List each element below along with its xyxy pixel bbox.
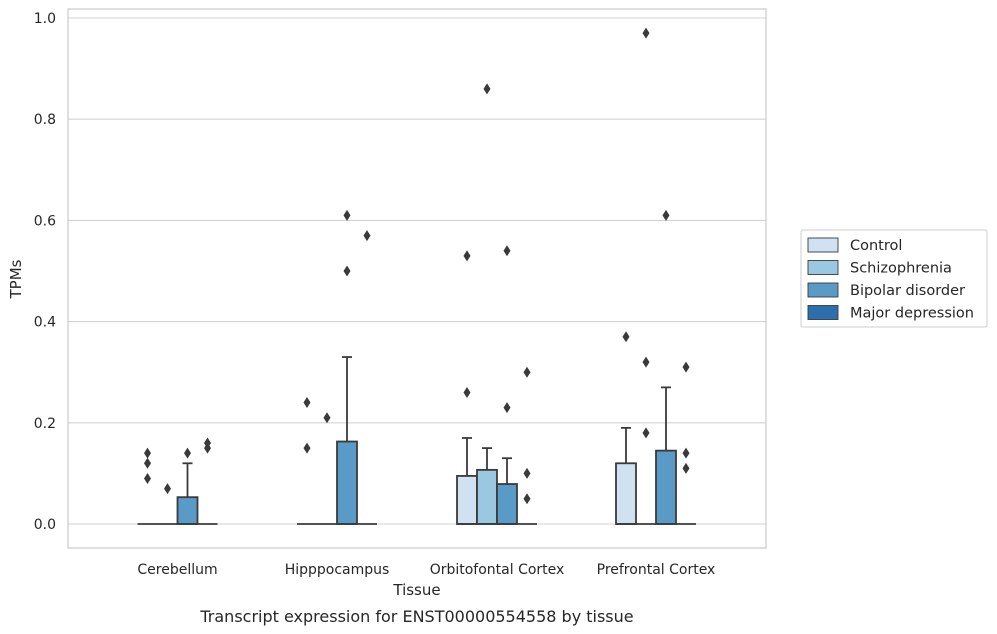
outlier-point [463,386,471,398]
legend-swatch [807,305,839,320]
box-group [496,457,518,525]
outlier-point [204,442,211,454]
box-rect [476,468,498,525]
outlier-points [144,27,690,505]
outlier-point [343,265,351,277]
legend-label: Bipolar disorder [850,283,965,299]
box-rect [336,440,358,525]
legend-label: Schizophrenia [850,261,952,277]
chart-caption: Transcript expression for ENST0000055455… [199,607,633,626]
box-rect [176,496,199,525]
outlier-point [682,447,690,459]
box-group [655,386,677,525]
outlier-point [144,457,151,469]
outlier-point [642,356,650,368]
y-tick-label: 0.4 [34,315,56,331]
box-rect [456,475,478,525]
box-group [336,356,358,525]
box-rect [615,462,637,525]
legend-frame [800,229,988,328]
legend-swatch [807,260,839,275]
legend-label: Control [850,238,902,254]
x-tick-label: Orbitofontal Cortex [430,562,565,578]
y-tick-label: 0.8 [34,112,56,128]
y-tick-label: 0.0 [34,517,56,533]
outlier-point [622,331,630,343]
outlier-point [682,462,690,474]
outlier-point [642,427,650,439]
legend-label: Major depression [850,306,974,322]
outlier-point [323,412,331,424]
box-rect [496,483,518,525]
box-group [476,447,498,525]
outlier-point [682,361,690,373]
x-tick-label: Cerebellum [137,562,217,578]
outlier-point [363,230,371,242]
outlier-point [303,442,311,454]
grid-lines [68,17,766,525]
outlier-point [303,397,311,409]
outlier-point [483,83,491,95]
box-group [456,437,478,525]
outlier-point [144,447,151,459]
x-tick-label: Hipppocampus [285,562,390,578]
box-group [615,426,637,525]
box-group [176,462,199,525]
outlier-point [164,483,171,495]
outlier-point [503,402,511,414]
outlier-point [523,366,531,378]
y-tick-label: 0.6 [34,213,56,229]
outlier-point [662,209,670,221]
legend-swatch [807,282,839,298]
outlier-point [503,245,511,257]
box-rect [655,449,677,525]
y-tick-label: 1.0 [34,11,56,27]
x-tick-labels: Cerebellum Hipppocampus Orbitofontal Corte… [137,562,715,578]
legend-swatch [807,237,839,253]
outlier-point [144,472,151,484]
x-axis-label: Tissue [392,581,440,599]
plot-area-frame [67,8,767,549]
outlier-point [642,27,650,39]
y-axis-label: TPMs [7,259,25,299]
outlier-point [343,209,351,221]
y-tick-labels: 0.0 0.2 0.4 0.6 0.8 1.0 [34,11,56,533]
boxes [137,356,696,525]
y-tick-label: 0.2 [34,416,56,432]
legend: Control Schizophrenia Bipolar disorder Majo… [800,229,988,328]
outlier-point [523,467,531,479]
outlier-point [184,447,191,459]
outlier-point [523,493,531,505]
x-tick-label: Prefrontal Cortex [597,562,716,578]
outlier-point [463,250,471,262]
